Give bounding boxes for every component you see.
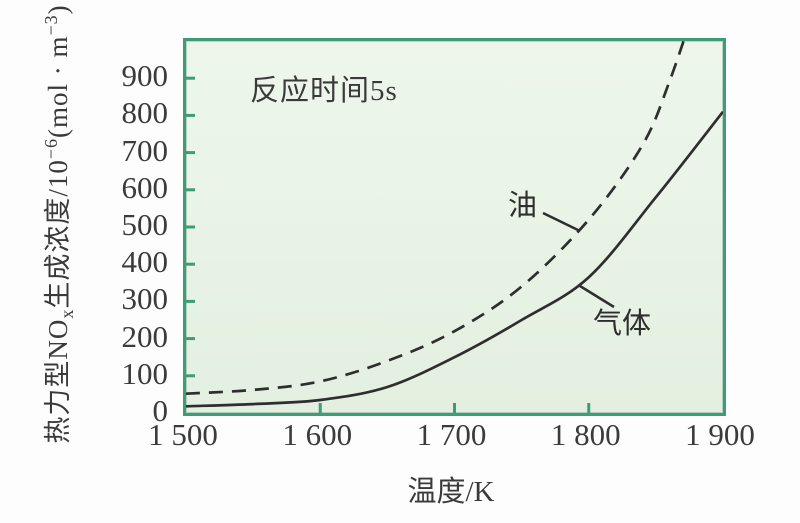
y-tick-label: 700 — [121, 132, 169, 168]
oil-label-leader — [542, 211, 581, 233]
y-tick-label: 600 — [121, 169, 169, 205]
y-tick-label: 800 — [121, 95, 169, 131]
series-label-gas: 气体 — [593, 308, 652, 340]
plot-canvas — [186, 41, 723, 413]
oil-curve — [186, 41, 686, 396]
y-tick-label: 100 — [121, 355, 169, 391]
plot-area: 反应时间5s 油 气体 — [183, 38, 726, 416]
gas-label-leader — [579, 284, 615, 309]
y-title-part: ) — [42, 4, 73, 15]
y-tick-label: 400 — [121, 244, 169, 280]
x-tick-label: 1 800 — [550, 417, 621, 452]
x-tick-label: 1 900 — [685, 417, 755, 452]
annotation-reaction-time: 反应时间5s — [250, 75, 398, 107]
x-tick-label: 1 700 — [416, 417, 487, 452]
y-tick-label: 0 — [152, 393, 169, 428]
y-tick-label: 500 — [121, 207, 169, 242]
x-axis-title: 温度/K — [407, 476, 495, 508]
x-tick-label: 1 600 — [282, 417, 353, 452]
y-tick-label: 900 — [121, 58, 169, 94]
y-title-superscript: −3 — [40, 14, 61, 36]
x-tick-label: 1 500 — [148, 417, 218, 452]
gas-curve — [186, 110, 723, 408]
series-label-oil: 油 — [508, 190, 538, 222]
y-tick-label: 300 — [121, 281, 169, 317]
y-tick-label: 200 — [121, 318, 169, 354]
